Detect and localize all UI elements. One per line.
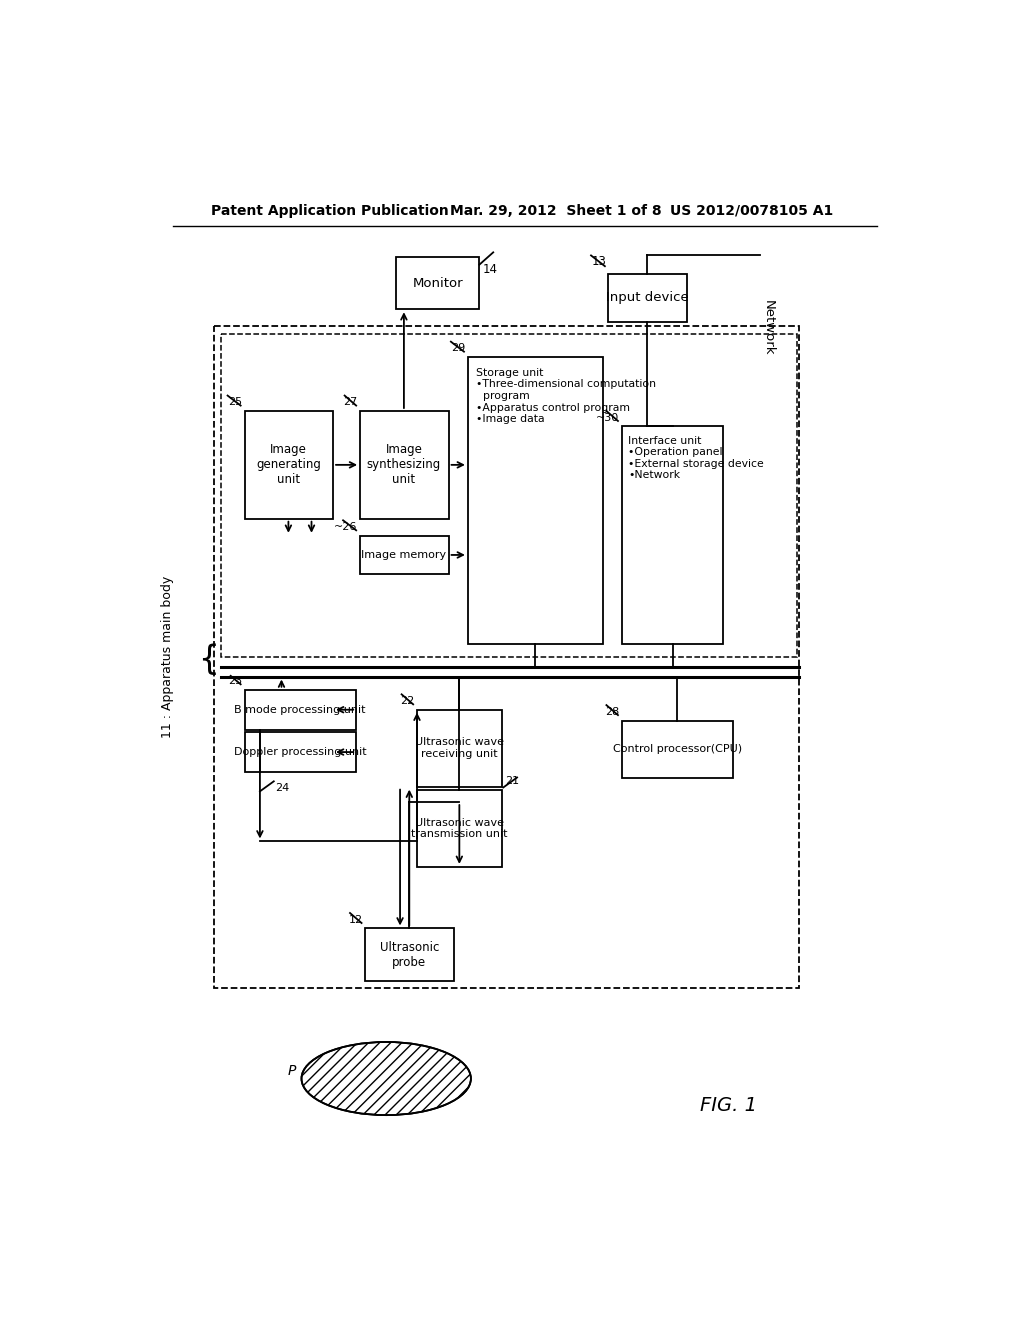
Bar <box>360 536 449 574</box>
Text: Network: Network <box>762 300 775 355</box>
Text: FIG. 1: FIG. 1 <box>700 1096 758 1115</box>
Bar <box>417 789 502 867</box>
Text: B mode processing unit: B mode processing unit <box>234 705 366 714</box>
Text: Ultrasonic
probe: Ultrasonic probe <box>380 941 439 969</box>
Text: ~30: ~30 <box>596 413 620 422</box>
Text: Image
generating
unit: Image generating unit <box>256 444 321 486</box>
Text: Image
synthesizing
unit: Image synthesizing unit <box>367 444 441 486</box>
Bar <box>366 928 454 981</box>
Text: Doppler processing unit: Doppler processing unit <box>233 747 367 758</box>
Text: 27: 27 <box>343 397 357 407</box>
Bar <box>221 334 798 657</box>
Text: Ultrasonic wave
transmission unit: Ultrasonic wave transmission unit <box>411 817 508 840</box>
Ellipse shape <box>301 1041 471 1115</box>
Bar <box>396 257 479 309</box>
Text: Interface unit
•Operation panel
•External storage device
•Network: Interface unit •Operation panel •Externa… <box>628 436 764 480</box>
Text: }: } <box>190 642 212 673</box>
Text: US 2012/0078105 A1: US 2012/0078105 A1 <box>670 203 833 218</box>
Text: Patent Application Publication: Patent Application Publication <box>211 203 450 218</box>
Bar <box>417 710 502 787</box>
Text: 21: 21 <box>505 776 519 785</box>
Text: Image memory: Image memory <box>361 550 446 560</box>
Text: Storage unit
•Three-dimensional computation
  program
•Apparatus control program: Storage unit •Three-dimensional computat… <box>475 368 655 424</box>
Text: 28: 28 <box>605 706 620 717</box>
Text: 25: 25 <box>228 397 243 407</box>
Text: 14: 14 <box>482 263 498 276</box>
Text: Monitor: Monitor <box>413 277 463 289</box>
Bar <box>245 411 333 519</box>
Text: 23: 23 <box>228 676 243 686</box>
Bar <box>245 733 356 772</box>
Text: 12: 12 <box>349 915 364 924</box>
Bar <box>214 326 799 989</box>
Bar <box>245 689 356 730</box>
Text: Mar. 29, 2012  Sheet 1 of 8: Mar. 29, 2012 Sheet 1 of 8 <box>451 203 662 218</box>
Text: ~26: ~26 <box>334 521 357 532</box>
Text: Ultrasonic wave
receiving unit: Ultrasonic wave receiving unit <box>415 738 504 759</box>
Bar <box>608 275 686 322</box>
Text: 22: 22 <box>400 696 415 706</box>
Text: 13: 13 <box>592 255 606 268</box>
Bar <box>468 358 602 644</box>
Text: Input device: Input device <box>606 292 688 305</box>
Text: P: P <box>288 1064 296 1078</box>
Bar <box>622 426 724 644</box>
Bar <box>360 411 449 519</box>
Text: 29: 29 <box>452 343 466 354</box>
Bar <box>622 721 733 779</box>
Text: Control processor(CPU): Control processor(CPU) <box>612 744 741 754</box>
Text: 24: 24 <box>275 783 290 793</box>
Text: 11 : Apparatus main body: 11 : Apparatus main body <box>161 577 174 738</box>
